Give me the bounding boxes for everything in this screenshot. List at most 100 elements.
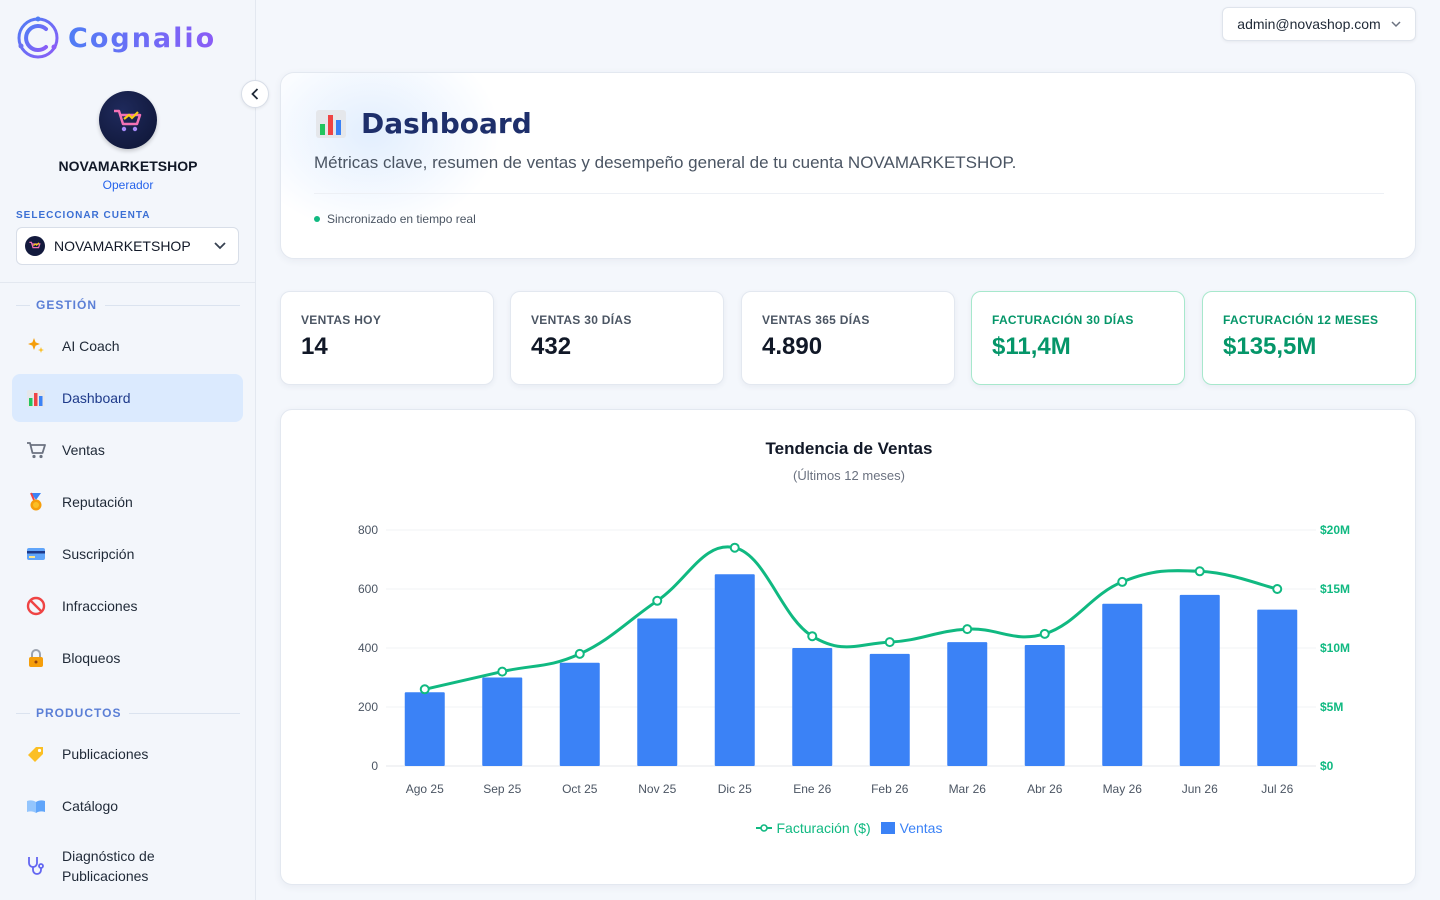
sidebar-item-ai-coach[interactable]: AI Coach xyxy=(12,322,243,370)
y-tick-label-left: 600 xyxy=(358,582,378,596)
bar xyxy=(1024,645,1065,766)
x-tick-label: Nov 25 xyxy=(638,782,676,796)
shop-cart-icon xyxy=(29,241,41,249)
user-menu[interactable]: admin@novashop.com xyxy=(1222,7,1416,41)
sidebar-item-diagnostico[interactable]: Diagnóstico de Publicaciones xyxy=(12,840,243,892)
chevron-left-icon xyxy=(251,88,259,100)
account-select-label: SELECCIONAR CUENTA xyxy=(16,210,151,221)
account-avatar xyxy=(99,91,157,149)
brand-logo[interactable]: Cognalio xyxy=(16,16,216,60)
y-tick-label-left: 400 xyxy=(358,641,378,655)
y-tick-label-left: 200 xyxy=(358,700,378,714)
kpi-facturacion-30: FACTURACIÓN 30 DÍAS $11,4M xyxy=(971,291,1185,385)
chart-title: Tendencia de Ventas xyxy=(765,439,933,458)
stethoscope-icon xyxy=(26,856,46,876)
medal-icon xyxy=(26,492,46,512)
kpi-ventas-30: VENTAS 30 DÍAS 432 xyxy=(510,291,724,385)
logo-mark-icon xyxy=(17,16,59,59)
shopping-cart-icon xyxy=(26,440,46,460)
account-name: NOVAMARKETSHOP xyxy=(58,158,198,174)
sidebar-item-reputacion[interactable]: Reputación xyxy=(12,478,243,526)
account-role: Operador xyxy=(102,178,154,192)
sidebar-divider xyxy=(0,282,256,283)
chart-plot: 0 200 400 600 800 $0 $5M $10M $15M $20M Ago 25 Sep … xyxy=(358,523,1350,796)
bar xyxy=(1257,609,1298,766)
x-tick-label: Sep 25 xyxy=(483,782,521,796)
chevron-down-icon xyxy=(214,242,226,250)
line-point xyxy=(807,631,818,642)
bar xyxy=(869,653,910,766)
credit-card-icon xyxy=(26,544,46,564)
header-divider xyxy=(314,193,1384,194)
kpi-ventas-hoy: VENTAS HOY 14 xyxy=(280,291,494,385)
lock-icon xyxy=(26,648,46,668)
sidebar-item-dashboard[interactable]: Dashboard xyxy=(12,374,243,422)
legend-item-ventas[interactable]: Ventas xyxy=(880,820,942,836)
sales-trend-chart: Tendencia de Ventas (Últimos 12 meses) 0… xyxy=(280,409,1416,885)
bar-chart-icon xyxy=(26,388,46,408)
account-select-value: NOVAMARKETSHOP xyxy=(54,238,191,254)
line-point xyxy=(574,648,585,659)
kpi-ventas-365: VENTAS 365 DÍAS 4.890 xyxy=(741,291,955,385)
header-glow xyxy=(281,73,501,233)
line-point xyxy=(419,684,430,695)
status-dot-icon xyxy=(314,216,320,222)
sidebar-item-ventas[interactable]: Ventas xyxy=(12,426,243,474)
bar xyxy=(1102,603,1143,766)
kpi-facturacion-12: FACTURACIÓN 12 MESES $135,5M xyxy=(1202,291,1416,385)
chart-subtitle: (Últimos 12 meses) xyxy=(793,468,905,483)
y-tick-label-right: $0 xyxy=(1320,759,1334,773)
section-title-gestion: GESTIÓN xyxy=(16,298,240,312)
prohibited-icon xyxy=(26,596,46,616)
series-line-facturacion xyxy=(424,545,1278,691)
sidebar-collapse-button[interactable] xyxy=(241,80,269,108)
x-tick-label: Oct 25 xyxy=(562,782,598,796)
bar xyxy=(559,662,600,766)
sidebar-item-catalogo[interactable]: Catálogo xyxy=(12,782,243,830)
line-point xyxy=(729,542,740,553)
sidebar-item-publicaciones[interactable]: Publicaciones xyxy=(12,730,243,778)
tag-icon xyxy=(26,744,46,764)
chevron-down-icon xyxy=(1391,20,1401,27)
shop-cart-icon xyxy=(114,109,142,132)
sidebar-item-bloqueos[interactable]: Bloqueos xyxy=(12,634,243,682)
page-title: Dashboard xyxy=(315,107,532,140)
x-tick-label: Ene 26 xyxy=(793,782,831,796)
y-tick-label-right: $5M xyxy=(1320,700,1343,714)
sidebar-item-infracciones[interactable]: Infracciones xyxy=(12,582,243,630)
line-point xyxy=(884,637,895,648)
y-tick-label-right: $10M xyxy=(1320,641,1350,655)
sidebar-item-suscripcion[interactable]: Suscripción xyxy=(12,530,243,578)
bar xyxy=(404,692,445,766)
sidebar: Cognalio NOVAMARKETSHOP Operador SELECCI… xyxy=(0,0,256,900)
bar-chart-icon xyxy=(316,109,346,138)
bar xyxy=(482,677,523,766)
user-email: admin@novashop.com xyxy=(1237,16,1381,32)
line-point xyxy=(1039,628,1050,639)
line-point xyxy=(1194,566,1205,577)
line-point xyxy=(1272,584,1283,594)
y-tick-label-left: 0 xyxy=(371,759,378,773)
bar xyxy=(947,642,988,766)
page-title-text: Dashboard xyxy=(361,107,532,140)
legend-bar-icon xyxy=(880,822,895,834)
line-point xyxy=(1117,576,1128,587)
x-tick-label: Jun 26 xyxy=(1182,782,1218,796)
y-tick-label-left: 800 xyxy=(358,523,378,537)
book-icon xyxy=(26,796,46,816)
line-point xyxy=(962,624,973,635)
x-tick-label: May 26 xyxy=(1103,782,1143,796)
line-point xyxy=(497,666,508,677)
legend-line-icon xyxy=(755,824,772,832)
account-select[interactable]: NOVAMARKETSHOP xyxy=(16,227,239,265)
sync-status: Sincronizado en tiempo real xyxy=(314,212,476,226)
section-title-productos: PRODUCTOS xyxy=(16,706,240,720)
x-tick-label: Jul 26 xyxy=(1261,782,1293,796)
x-tick-label: Feb 26 xyxy=(871,782,909,796)
legend-item-facturacion[interactable]: Facturación ($) xyxy=(755,820,871,836)
bar xyxy=(1179,594,1220,766)
y-tick-label-right: $15M xyxy=(1320,582,1350,596)
sync-status-text: Sincronizado en tiempo real xyxy=(327,212,476,226)
line-point xyxy=(652,595,663,606)
bar xyxy=(792,648,833,766)
